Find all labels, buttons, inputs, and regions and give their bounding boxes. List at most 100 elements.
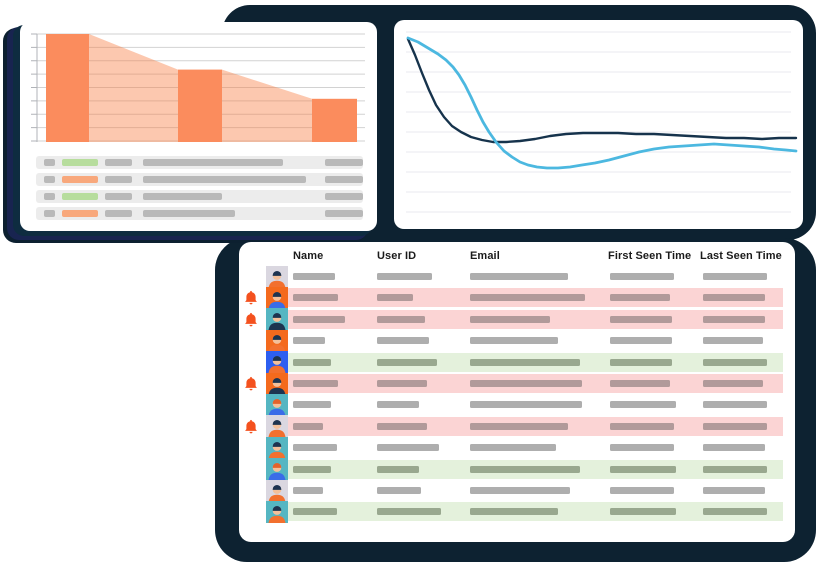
- cell-pill-name: [293, 358, 331, 366]
- cell-pill-user-id: [377, 401, 419, 409]
- cell-pill-user-id: [377, 422, 427, 430]
- cell-pill-email: [470, 487, 570, 494]
- cell-pill-last-seen: [703, 465, 767, 473]
- legend-value-pill: [325, 210, 363, 217]
- legend-bar: [143, 176, 306, 183]
- cell-pill-name: [293, 380, 338, 387]
- user-avatar: [266, 436, 288, 459]
- cell-pill-first-seen: [610, 487, 674, 494]
- column-header-first-seen: First Seen Time: [608, 250, 692, 262]
- legend-row: [36, 207, 363, 220]
- cell-pill-email: [470, 508, 558, 516]
- cell-pill-name: [293, 294, 338, 302]
- legend-accent-pill: [62, 193, 98, 200]
- cell-pill-last-seen: [703, 294, 765, 302]
- table-row[interactable]: [239, 479, 795, 502]
- funnel-legend-list: [20, 22, 377, 231]
- alert-bell-icon: [245, 291, 257, 305]
- cell-pill-email: [470, 358, 580, 366]
- cell-pill-name: [293, 315, 345, 323]
- cell-pill-name: [293, 465, 331, 473]
- cell-pill-user-id: [377, 444, 439, 452]
- user-avatar: [266, 351, 288, 374]
- legend-bar: [143, 193, 222, 200]
- line-series-blue: [406, 36, 798, 170]
- table-row[interactable]: [239, 329, 795, 352]
- legend-row: [36, 156, 363, 169]
- cell-pill-user-id: [377, 508, 441, 516]
- cell-pill-first-seen: [610, 508, 676, 516]
- legend-value-pill: [325, 159, 363, 166]
- cell-pill-name: [293, 422, 323, 430]
- legend-accent-pill: [62, 159, 98, 166]
- cell-pill-last-seen: [703, 315, 765, 323]
- column-header-email: Email: [470, 250, 500, 262]
- user-avatar: [266, 329, 288, 352]
- cell-pill-email: [470, 273, 568, 280]
- cell-pill-name: [293, 273, 335, 280]
- legend-swatch: [44, 210, 55, 217]
- cell-pill-first-seen: [610, 315, 672, 323]
- cell-pill-email: [470, 337, 558, 345]
- cell-pill-last-seen: [703, 380, 763, 387]
- legend-accent-pill: [62, 176, 98, 183]
- funnel-bar: [46, 34, 89, 142]
- cell-pill-email: [470, 444, 556, 452]
- legend-pill: [105, 176, 132, 183]
- cell-pill-name: [293, 337, 325, 345]
- user-avatar: [266, 479, 288, 502]
- cell-pill-email: [470, 422, 568, 430]
- user-avatar: [266, 372, 288, 395]
- cell-pill-first-seen: [610, 337, 672, 345]
- column-header-name: Name: [293, 250, 324, 262]
- user-avatar: [266, 286, 288, 309]
- funnel-chart-card: [20, 22, 377, 231]
- funnel-bar-chart: [31, 33, 365, 142]
- column-header-last-seen: Last Seen Time: [700, 250, 782, 262]
- cell-pill-name: [293, 487, 323, 494]
- cell-pill-last-seen: [703, 358, 767, 366]
- user-avatar: [266, 458, 288, 481]
- user-avatar: [266, 500, 288, 523]
- cell-pill-user-id: [377, 273, 432, 280]
- cell-pill-first-seen: [610, 273, 674, 280]
- cell-pill-user-id: [377, 487, 421, 494]
- table-row[interactable]: [239, 500, 795, 523]
- cell-pill-first-seen: [610, 422, 674, 430]
- cell-pill-last-seen: [703, 273, 767, 280]
- cell-pill-first-seen: [610, 401, 676, 409]
- legend-accent-pill: [62, 210, 98, 217]
- funnel-bar: [178, 69, 222, 142]
- user-avatar: [266, 393, 288, 416]
- cell-pill-first-seen: [610, 465, 676, 473]
- table-row[interactable]: [239, 308, 795, 331]
- table-body: [239, 242, 795, 542]
- cell-pill-last-seen: [703, 422, 767, 430]
- table-row[interactable]: [239, 351, 795, 374]
- cell-pill-email: [470, 401, 582, 409]
- legend-bar: [143, 210, 235, 217]
- alert-bell-icon: [245, 419, 257, 434]
- user-avatar: [266, 415, 288, 438]
- cell-pill-user-id: [377, 315, 425, 323]
- table-row[interactable]: [239, 372, 795, 395]
- cell-pill-last-seen: [703, 401, 767, 409]
- alert-bell-icon: [245, 312, 257, 327]
- funnel-bar: [312, 98, 357, 142]
- table-row[interactable]: [239, 265, 795, 288]
- line-series-navy: [406, 37, 798, 144]
- cell-pill-first-seen: [610, 358, 672, 366]
- line-chart-card: [394, 20, 803, 229]
- table-row[interactable]: [239, 436, 795, 459]
- legend-row: [36, 173, 363, 186]
- legend-row: [36, 190, 363, 203]
- table-row[interactable]: [239, 393, 795, 416]
- cell-pill-user-id: [377, 380, 427, 387]
- cell-pill-user-id: [377, 358, 437, 366]
- legend-swatch: [44, 193, 55, 200]
- table-row[interactable]: [239, 286, 795, 309]
- cell-pill-first-seen: [610, 294, 670, 302]
- table-row[interactable]: [239, 458, 795, 481]
- table-row[interactable]: [239, 415, 795, 438]
- legend-value-pill: [325, 193, 363, 200]
